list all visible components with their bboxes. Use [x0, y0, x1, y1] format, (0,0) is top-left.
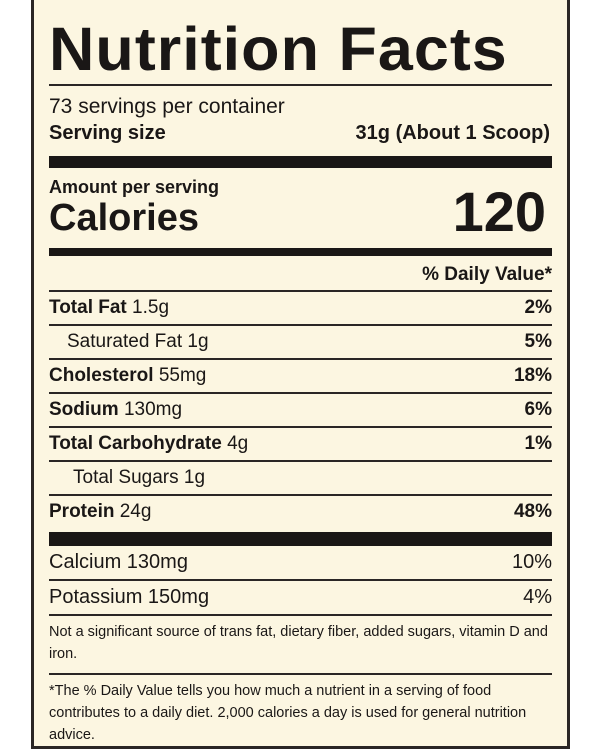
nutrient-dv: 1%: [524, 433, 552, 454]
nutrient-row-cholesterol: Cholesterol 55mg 18%: [49, 358, 552, 392]
nutrient-name: Protein: [49, 501, 115, 522]
mineral-dv: 10%: [511, 551, 552, 573]
nutrient-row-total-sugars: Total Sugars 1g: [49, 460, 552, 494]
serving-size-label: Serving size: [49, 122, 166, 144]
nutrient-row-total-carbohydrate: Total Carbohydrate 4g 1%: [49, 426, 552, 460]
calories-label: Calories: [49, 197, 199, 239]
thick-divider: [49, 532, 552, 546]
serving-size-value: 31g (About 1 Scoop): [355, 122, 550, 144]
nutrient-dv: 2%: [524, 297, 552, 318]
mineral-row-potassium: Potassium 150mg 4%: [49, 579, 552, 614]
mineral-name: Calcium 130mg: [49, 551, 188, 573]
daily-value-footnote: *The % Daily Value tells you how much a …: [49, 673, 552, 754]
daily-value-header: % Daily Value*: [422, 264, 552, 285]
nutrient-row-sodium: Sodium 130mg 6%: [49, 392, 552, 426]
label-title: Nutrition Facts: [49, 15, 508, 83]
nutrient-amount: 1.5g: [132, 297, 170, 318]
nutrient-name: Total Sugars: [73, 467, 179, 488]
nutrition-facts-label: Nutrition Facts 73 servings per containe…: [31, 0, 570, 749]
calories-value: 120: [452, 180, 546, 243]
nutrient-dv: 6%: [524, 399, 552, 420]
nutrient-amount: 130mg: [123, 399, 183, 420]
nutrient-dv: 18%: [513, 365, 552, 386]
insignificant-source-note: Not a significant source of trans fat, d…: [49, 614, 552, 673]
thick-divider: [49, 156, 552, 168]
nutrient-dv: 48%: [513, 501, 552, 522]
serving-size-row: Serving size 31g (About 1 Scoop): [49, 120, 552, 146]
nutrient-amount: 1g: [187, 331, 209, 352]
nutrient-name: Total Carbohydrate: [49, 433, 222, 454]
mineral-dv: 4%: [523, 586, 552, 608]
nutrient-name: Sodium: [49, 399, 119, 420]
nutrient-row-saturated-fat: Saturated Fat 1g 5%: [49, 324, 552, 358]
nutrient-amount: 1g: [183, 467, 206, 488]
nutrient-amount: 24g: [119, 501, 152, 522]
nutrient-name: Total Fat: [49, 297, 127, 318]
amount-per-serving: Amount per serving: [49, 177, 220, 197]
nutrient-amount: 55mg: [158, 365, 207, 386]
nutrient-row-total-fat: Total Fat 1.5g 2%: [49, 290, 552, 324]
servings-per-container: 73 servings per container: [49, 95, 285, 118]
nutrient-dv: 5%: [524, 331, 552, 352]
divider: [49, 84, 552, 86]
nutrient-name: Cholesterol: [49, 365, 154, 386]
nutrient-row-protein: Protein 24g 48%: [49, 494, 552, 528]
nutrient-name: Saturated Fat: [67, 331, 183, 352]
medium-divider: [49, 248, 552, 256]
nutrient-amount: 4g: [227, 433, 249, 454]
calories-row: Calories 120: [49, 184, 552, 240]
mineral-name: Potassium 150mg: [49, 586, 210, 608]
mineral-row-calcium: Calcium 130mg 10%: [49, 546, 552, 579]
